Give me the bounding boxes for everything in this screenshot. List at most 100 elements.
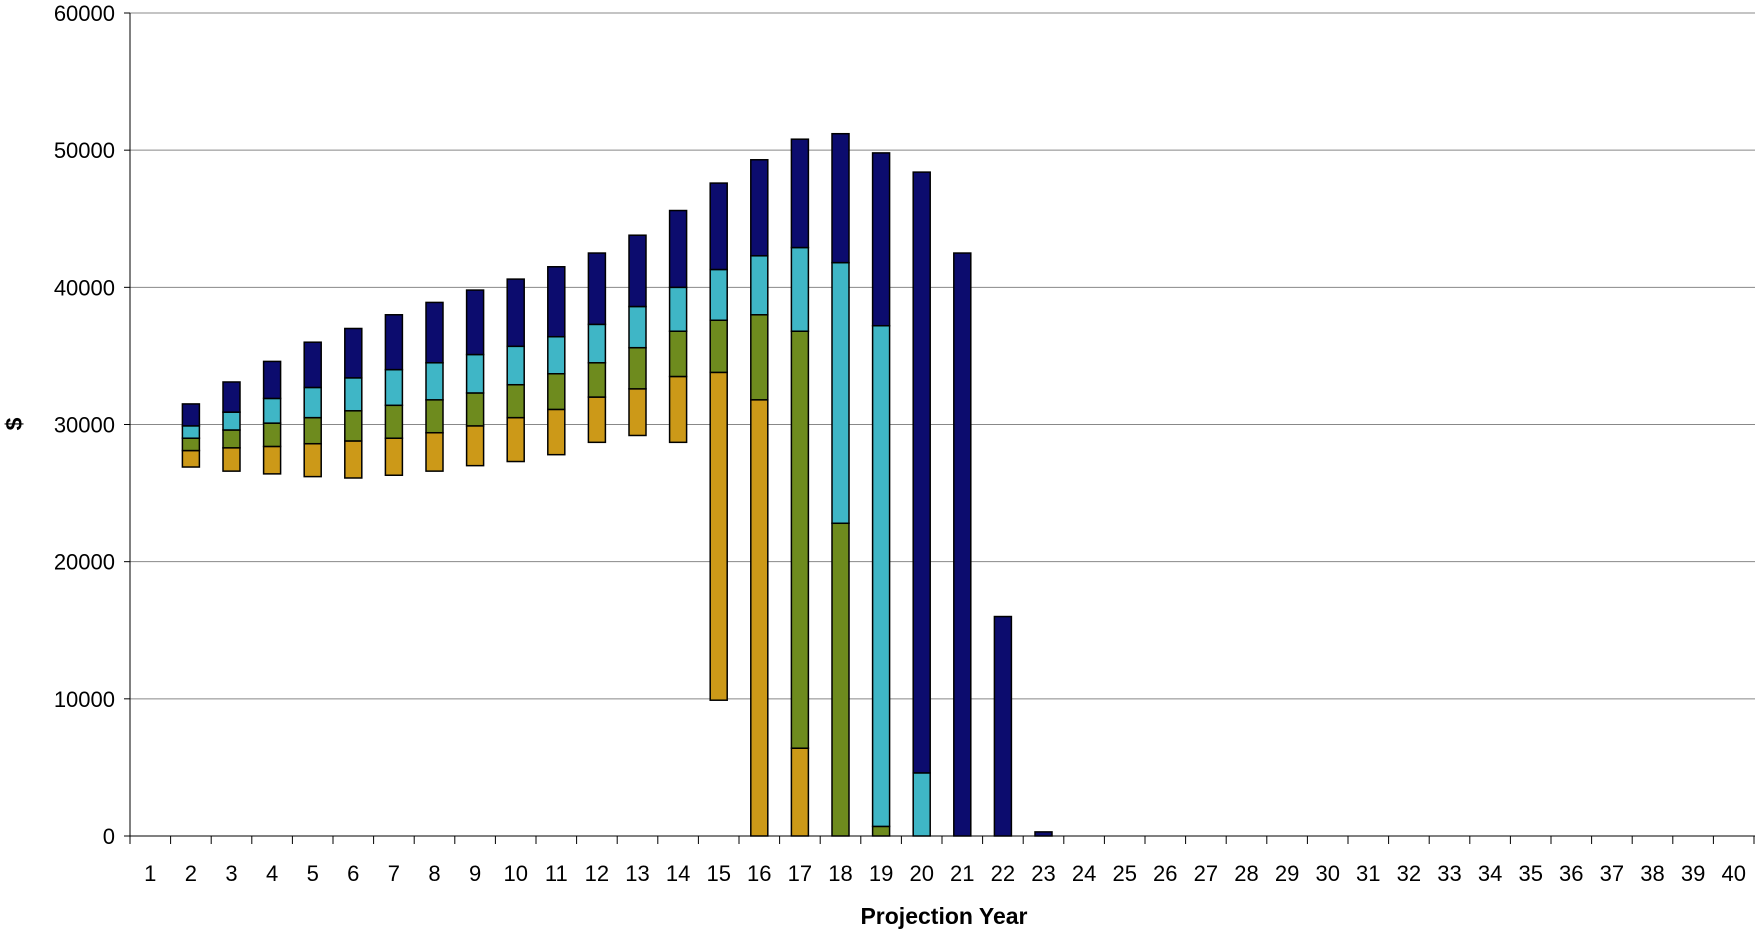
y-tick-label-0: 0 <box>103 824 115 849</box>
bar-14-segment-2 <box>668 330 688 378</box>
x-tick-label-6: 6 <box>347 861 359 886</box>
x-tick-label-4: 4 <box>266 861 278 886</box>
x-tick-label-29: 29 <box>1275 861 1299 886</box>
bar-11-segment-4 <box>547 266 566 338</box>
bar-year-3 <box>222 381 241 472</box>
x-tick-label-20: 20 <box>909 861 933 886</box>
bar-3-segment-3 <box>222 411 241 431</box>
x-tick-label-7: 7 <box>388 861 400 886</box>
bar-15-segment-4 <box>709 182 728 271</box>
x-tick-label-13: 13 <box>625 861 649 886</box>
bar-year-18 <box>831 132 850 837</box>
bar-year-9 <box>465 289 485 467</box>
bar-year-23 <box>1034 831 1053 837</box>
bar-4-segment-2 <box>262 422 282 448</box>
bar-12-segment-3 <box>587 323 607 364</box>
x-tick-label-37: 37 <box>1600 861 1624 886</box>
bar-7-segment-1 <box>384 437 404 477</box>
x-tick-labels: 1 2 3 4 5 6 7 8 9 10 11 12 13 14 15 16 17 18 19 20 21 22 23 24 2… <box>129 836 1755 886</box>
x-tick-label-39: 39 <box>1681 861 1705 886</box>
x-tick-label-33: 33 <box>1437 861 1461 886</box>
bar-6-segment-4 <box>344 327 363 379</box>
bar-11-segment-2 <box>547 372 566 411</box>
bar-3-segment-2 <box>222 429 241 449</box>
bar-7-segment-4 <box>384 314 404 371</box>
bar-22-segment-4 <box>993 615 1013 837</box>
bar-17-segment-1 <box>790 747 810 837</box>
bar-16-segment-2 <box>750 314 769 401</box>
bar-12-segment-4 <box>587 252 607 326</box>
y-axis-title: $ <box>1 417 27 430</box>
x-tick-label-28: 28 <box>1234 861 1258 886</box>
bar-9-segment-2 <box>465 392 485 427</box>
x-tick-label-2: 2 <box>185 861 197 886</box>
bar-8-segment-2 <box>425 399 444 434</box>
bar-2-segment-1 <box>181 449 201 468</box>
bar-13-segment-4 <box>628 234 647 308</box>
x-tick-label-31: 31 <box>1356 861 1380 886</box>
bar-18-segment-3 <box>831 261 850 525</box>
bar-15-segment-3 <box>709 268 728 322</box>
x-tick-label-38: 38 <box>1640 861 1664 886</box>
x-tick-label-10: 10 <box>503 861 527 886</box>
bar-year-8 <box>425 301 444 472</box>
bar-11-segment-1 <box>547 408 566 456</box>
bar-20-segment-4 <box>912 171 931 774</box>
bar-year-4 <box>262 360 282 475</box>
x-tick-label-22: 22 <box>991 861 1015 886</box>
x-tick-label-34: 34 <box>1478 861 1502 886</box>
bar-5-segment-3 <box>303 386 322 419</box>
x-tick-label-26: 26 <box>1153 861 1177 886</box>
bars <box>181 132 1053 837</box>
bar-year-17 <box>790 138 810 837</box>
bar-10-segment-2 <box>506 383 525 419</box>
bar-5-segment-2 <box>303 416 322 445</box>
bar-14-segment-1 <box>668 375 688 444</box>
bar-9-segment-3 <box>465 353 485 394</box>
x-tick-label-5: 5 <box>307 861 319 886</box>
x-tick-label-36: 36 <box>1559 861 1583 886</box>
x-tick-label-8: 8 <box>428 861 440 886</box>
x-tick-label-16: 16 <box>747 861 771 886</box>
bar-7-segment-3 <box>384 368 404 407</box>
bar-year-21 <box>953 252 972 837</box>
bar-4-segment-4 <box>262 360 282 400</box>
y-tick-label-60000: 60000 <box>54 1 115 26</box>
bar-14-segment-4 <box>668 209 688 289</box>
bar-8-segment-3 <box>425 362 444 401</box>
x-tick-label-12: 12 <box>585 861 609 886</box>
bar-9-segment-4 <box>465 289 485 356</box>
bar-2-segment-2 <box>181 437 201 452</box>
bar-5-segment-4 <box>303 341 322 389</box>
bar-4-segment-1 <box>262 445 282 475</box>
y-tick-labels: 0 10000 20000 30000 40000 50000 60000 <box>54 1 130 849</box>
bar-10-segment-3 <box>506 345 525 386</box>
bar-4-segment-3 <box>262 397 282 424</box>
bar-19-segment-4 <box>871 152 891 327</box>
x-tick-label-19: 19 <box>869 861 893 886</box>
y-tick-label-40000: 40000 <box>54 275 115 300</box>
bar-year-10 <box>506 278 525 463</box>
x-tick-label-32: 32 <box>1397 861 1421 886</box>
bar-5-segment-1 <box>303 442 322 478</box>
bar-7-segment-2 <box>384 404 404 439</box>
x-tick-label-15: 15 <box>706 861 730 886</box>
bar-21-segment-4 <box>953 252 972 837</box>
bar-year-22 <box>993 615 1013 837</box>
bar-13-segment-3 <box>628 305 647 349</box>
bar-11-segment-3 <box>547 335 566 375</box>
bar-year-5 <box>303 341 322 478</box>
bar-23-segment-4 <box>1034 831 1053 837</box>
bar-year-15 <box>709 182 728 701</box>
bar-year-16 <box>750 159 769 837</box>
bar-17-segment-2 <box>790 330 810 749</box>
bar-12-segment-1 <box>587 396 607 444</box>
bar-8-segment-4 <box>425 301 444 364</box>
x-tick-label-14: 14 <box>666 861 690 886</box>
y-tick-label-10000: 10000 <box>54 687 115 712</box>
bar-10-segment-1 <box>506 416 525 463</box>
bar-8-segment-1 <box>425 431 444 472</box>
x-tick-label-35: 35 <box>1518 861 1542 886</box>
y-tick-label-50000: 50000 <box>54 138 115 163</box>
bar-17-segment-3 <box>790 246 810 332</box>
